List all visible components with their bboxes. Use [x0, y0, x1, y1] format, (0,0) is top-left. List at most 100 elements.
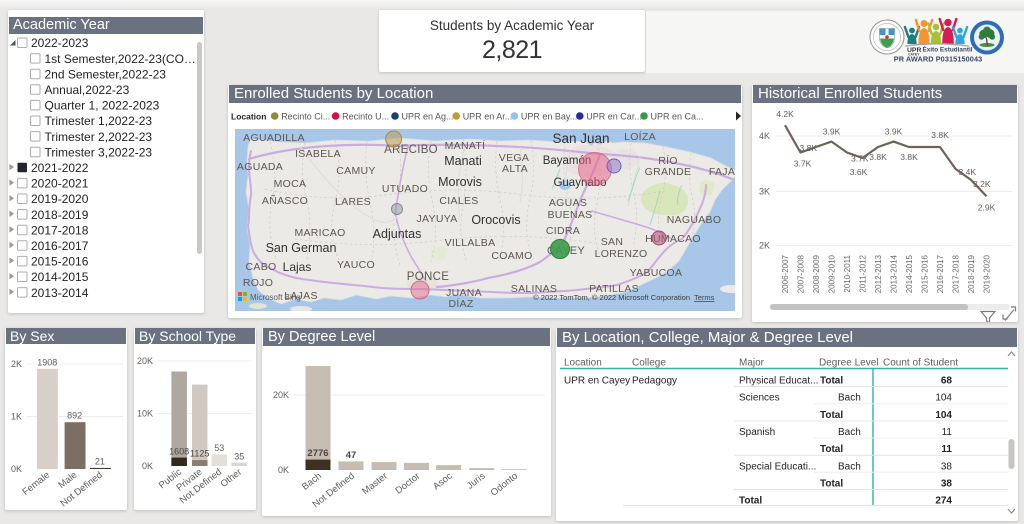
svg-text:1608: 1608: [169, 447, 189, 457]
svg-text:Trimester 2,2022-23: Trimester 2,2022-23: [45, 130, 153, 144]
svg-text:Lajas: Lajas: [283, 260, 312, 274]
svg-text:2016-2017: 2016-2017: [936, 254, 945, 293]
svg-text:Major: Major: [739, 358, 765, 369]
svg-text:Total: Total: [820, 478, 843, 489]
svg-text:3.8K: 3.8K: [800, 143, 818, 153]
svg-text:College: College: [632, 358, 666, 369]
svg-text:0K: 0K: [11, 464, 22, 474]
svg-text:20K: 20K: [273, 390, 289, 400]
svg-text:PR AWARD P0315150043: PR AWARD P0315150043: [894, 55, 983, 64]
svg-text:Other: Other: [219, 467, 244, 490]
svg-text:CABO: CABO: [246, 261, 277, 273]
svg-text:Physical Educat...: Physical Educat...: [739, 376, 818, 387]
svg-text:2019-2020: 2019-2020: [31, 192, 89, 206]
svg-text:GRANDE: GRANDE: [645, 166, 692, 178]
svg-text:2009-2010: 2009-2010: [828, 254, 837, 293]
svg-text:Terms: Terms: [694, 293, 715, 302]
svg-text:UPR en Ar...: UPR en Ar...: [463, 112, 513, 122]
svg-text:10K: 10K: [137, 409, 153, 419]
svg-text:Trimester 3,2022-23: Trimester 3,2022-23: [45, 145, 153, 159]
svg-text:2014-2015: 2014-2015: [31, 270, 89, 284]
svg-text:MOCA: MOCA: [274, 178, 307, 190]
svg-text:Asoc: Asoc: [431, 471, 455, 493]
svg-text:2776: 2776: [307, 448, 328, 459]
svg-text:Morovis: Morovis: [438, 175, 482, 189]
svg-text:Manati: Manati: [444, 154, 482, 168]
svg-text:2013-2014: 2013-2014: [890, 254, 899, 293]
svg-text:PONCE: PONCE: [407, 271, 449, 283]
svg-text:Juris: Juris: [465, 471, 488, 492]
svg-text:4K: 4K: [759, 131, 770, 141]
svg-text:2021-2022: 2021-2022: [31, 161, 89, 175]
svg-text:BUENAS: BUENAS: [548, 209, 593, 221]
svg-text:Bach: Bach: [838, 427, 861, 438]
svg-text:53: 53: [214, 443, 224, 453]
svg-text:3.8K: 3.8K: [900, 152, 918, 162]
svg-text:MARICAO: MARICAO: [294, 227, 345, 239]
svg-text:Location: Location: [564, 358, 602, 369]
svg-text:CAYEY: CAYEY: [908, 53, 920, 57]
svg-text:Adjuntas: Adjuntas: [373, 227, 422, 241]
svg-text:3.9K: 3.9K: [885, 127, 903, 137]
svg-text:UPR en Ca...: UPR en Ca...: [651, 112, 704, 122]
svg-text:UPR en Car...: UPR en Car...: [586, 112, 642, 122]
svg-text:AGUADILLA: AGUADILLA: [243, 132, 305, 144]
svg-text:San Juan: San Juan: [552, 131, 609, 146]
svg-text:UTUADO: UTUADO: [382, 183, 428, 195]
svg-text:38: 38: [941, 478, 953, 489]
svg-text:RÍO: RÍO: [658, 154, 678, 167]
svg-text:3.9K: 3.9K: [823, 127, 841, 137]
svg-text:Location: Location: [231, 112, 266, 122]
svg-text:Total: Total: [739, 496, 762, 507]
svg-text:LOÍZA: LOÍZA: [624, 130, 656, 143]
svg-text:Doctor: Doctor: [393, 471, 422, 497]
svg-text:Female: Female: [20, 470, 52, 498]
svg-text:CIDRA: CIDRA: [546, 225, 580, 237]
svg-text:3.2K: 3.2K: [973, 179, 991, 189]
svg-text:Spanish: Spanish: [739, 427, 775, 438]
svg-text:2008-2009: 2008-2009: [812, 254, 821, 293]
svg-text:1125: 1125: [190, 449, 209, 459]
svg-text:2017-2018: 2017-2018: [31, 223, 89, 237]
svg-text:2007-2008: 2007-2008: [797, 254, 806, 293]
svg-text:Master: Master: [360, 471, 390, 498]
svg-text:Recinto Ci...: Recinto Ci...: [281, 112, 330, 122]
svg-text:892: 892: [67, 411, 82, 421]
svg-text:Total: Total: [820, 376, 843, 387]
svg-text:AGUAS: AGUAS: [549, 197, 587, 209]
svg-text:3.8K: 3.8K: [869, 152, 887, 162]
svg-text:UPR en Ag...: UPR en Ag...: [402, 112, 454, 122]
svg-text:1908: 1908: [37, 357, 57, 367]
svg-text:1st Semester,2022-23(CO…: 1st Semester,2022-23(CO…: [45, 52, 196, 66]
svg-text:ARECIBO: ARECIBO: [384, 144, 438, 156]
svg-text:Éxito Estudiantil: Éxito Estudiantil: [923, 45, 973, 54]
svg-text:2014-2015: 2014-2015: [905, 254, 914, 293]
svg-text:3.8K: 3.8K: [931, 130, 949, 140]
svg-text:Pedagogy: Pedagogy: [632, 376, 677, 387]
svg-text:3.4K: 3.4K: [959, 167, 977, 177]
svg-text:JAYUYA: JAYUYA: [416, 213, 457, 225]
svg-text:CIALES: CIALES: [439, 195, 478, 207]
svg-text:2010-2011: 2010-2011: [843, 254, 852, 292]
svg-text:2015-2016: 2015-2016: [31, 255, 89, 269]
svg-text:38: 38: [941, 461, 953, 472]
svg-text:2.9K: 2.9K: [978, 202, 996, 212]
svg-text:274: 274: [935, 496, 952, 507]
svg-text:2018-2019: 2018-2019: [967, 254, 976, 293]
svg-text:DÍAZ: DÍAZ: [448, 297, 473, 310]
svg-text:UPR: UPR: [907, 47, 921, 54]
svg-text:35: 35: [234, 452, 244, 462]
svg-text:Total: Total: [820, 410, 843, 421]
svg-text:3.7K: 3.7K: [851, 154, 869, 164]
svg-text:3K: 3K: [759, 187, 770, 197]
svg-text:Annual,2022-23: Annual,2022-23: [45, 83, 130, 97]
svg-text:104: 104: [935, 410, 952, 421]
svg-text:San German: San German: [266, 241, 337, 255]
svg-text:FAJA: FAJA: [709, 166, 735, 178]
svg-text:YABUCOA: YABUCOA: [630, 267, 683, 279]
svg-text:ISABELA: ISABELA: [295, 148, 341, 160]
svg-text:LAJAS: LAJAS: [284, 290, 318, 302]
svg-text:2011-2012: 2011-2012: [859, 254, 868, 292]
svg-text:2018-2019: 2018-2019: [31, 208, 89, 222]
svg-text:Sciences: Sciences: [739, 393, 780, 404]
